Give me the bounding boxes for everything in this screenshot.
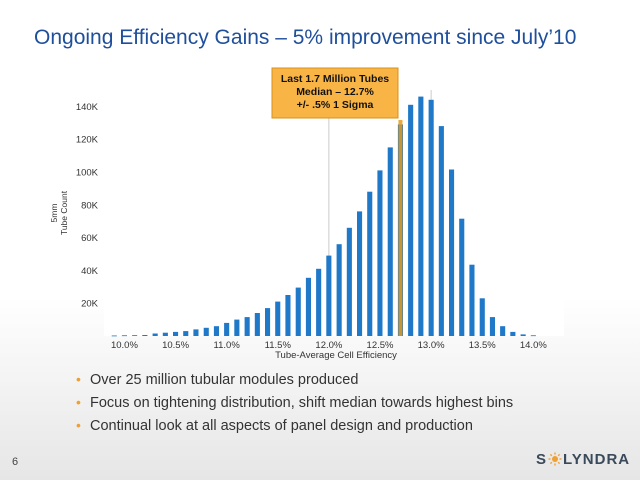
sun-icon (548, 452, 562, 466)
logo-text-right: LYNDRA (563, 451, 631, 468)
histogram-bar (469, 264, 475, 336)
histogram-bar (489, 317, 495, 336)
histogram-bar (357, 211, 363, 336)
efficiency-histogram: 20K 40K 60K 80K 100K 120K 140K 10.0% 10.5% 11.0% 1… (49, 67, 564, 361)
bullet-list: • Over 25 million tubular modules produce… (76, 371, 514, 441)
histogram-bar (500, 326, 506, 336)
x-tick-label: 11.0% (214, 340, 241, 351)
histogram-bar (438, 126, 444, 336)
histogram-bar (336, 244, 342, 336)
solyndra-logo: S LYNDRA (536, 451, 630, 468)
y-tick-label: 120K (76, 135, 99, 146)
histogram-bar (213, 326, 219, 336)
bullet-icon: • (76, 394, 81, 410)
histogram-bar (520, 334, 526, 336)
y-tick-label: 100K (76, 168, 99, 179)
histogram-bar (408, 104, 414, 336)
slide-title: Ongoing Efficiency Gains – 5% improvemen… (34, 26, 577, 49)
histogram-bar (305, 277, 311, 336)
histogram-bar (346, 227, 352, 336)
bullet-text: Focus on tightening distribution, shift … (90, 395, 514, 411)
histogram-bar (387, 147, 393, 336)
bullet-item: • Over 25 million tubular modules produce… (76, 371, 513, 388)
histogram-bar (162, 332, 168, 336)
bullet-icon: • (76, 417, 81, 433)
histogram-bar (132, 335, 138, 336)
histogram-bar (285, 295, 291, 336)
histogram-bar (295, 287, 301, 336)
histogram-bar (234, 319, 240, 336)
bullet-text: Over 25 million tubular modules produced (90, 372, 359, 388)
x-tick-label: 14.0% (520, 340, 547, 351)
histogram-bar (121, 335, 127, 337)
histogram-bar (367, 191, 373, 336)
median-line (398, 120, 403, 336)
histogram-bar (479, 298, 485, 336)
bullet-icon: • (76, 371, 81, 387)
callout-text: +/- .5% 1 Sigma (297, 99, 374, 111)
page-number: 6 (12, 456, 19, 468)
histogram-bar (244, 317, 250, 336)
histogram-bar (224, 322, 230, 336)
histogram-bar (142, 335, 148, 336)
histogram-bar (275, 301, 281, 336)
x-tick-label: 13.5% (469, 340, 496, 351)
x-tick-label: 10.5% (162, 340, 189, 351)
histogram-bar (254, 313, 260, 336)
histogram-bar (459, 218, 465, 336)
histogram-bar (152, 333, 158, 336)
histogram-bar (173, 331, 179, 336)
callout-text: Last 1.7 Million Tubes (281, 73, 389, 85)
plot-area (104, 90, 564, 336)
y-tick-label: 40K (81, 266, 99, 277)
histogram-bar (449, 169, 455, 336)
bullet-item: • Focus on tightening distribution, shift… (76, 394, 514, 411)
histogram-bar (265, 308, 271, 336)
histogram-bar (203, 327, 209, 336)
y-axis-prefix: 5mm (49, 204, 59, 223)
bullet-text: Continual look at all aspects of panel d… (90, 418, 473, 434)
histogram-bar (377, 170, 383, 336)
x-tick-label: 10.0% (111, 340, 138, 351)
x-tick-label: 13.0% (418, 340, 445, 351)
y-tick-label: 60K (81, 233, 99, 244)
y-tick-label: 140K (76, 102, 99, 113)
y-tick-label: 80K (81, 200, 99, 211)
x-tick-label: 12.0% (315, 340, 342, 351)
histogram-bar (510, 331, 516, 336)
callout-text: Median – 12.7% (296, 86, 374, 98)
histogram-bar (418, 96, 424, 336)
x-axis-title: Tube-Average Cell Efficiency (275, 350, 397, 361)
histogram-bar (428, 99, 434, 336)
bullet-item: • Continual look at all aspects of panel … (76, 417, 513, 434)
logo-text-left: S (536, 451, 548, 468)
histogram-bar (183, 331, 189, 336)
x-tick-label: 11.5% (265, 340, 292, 351)
histogram-bar (193, 329, 199, 336)
callout-box (271, 67, 399, 119)
histogram-bar (530, 335, 536, 337)
y-axis-title: Tube Count (59, 190, 69, 235)
histogram-bar (316, 268, 322, 336)
histogram-bar (111, 335, 117, 337)
y-tick-label: 20K (81, 299, 99, 310)
x-tick-label: 12.5% (367, 340, 394, 351)
histogram-bar (326, 255, 332, 336)
